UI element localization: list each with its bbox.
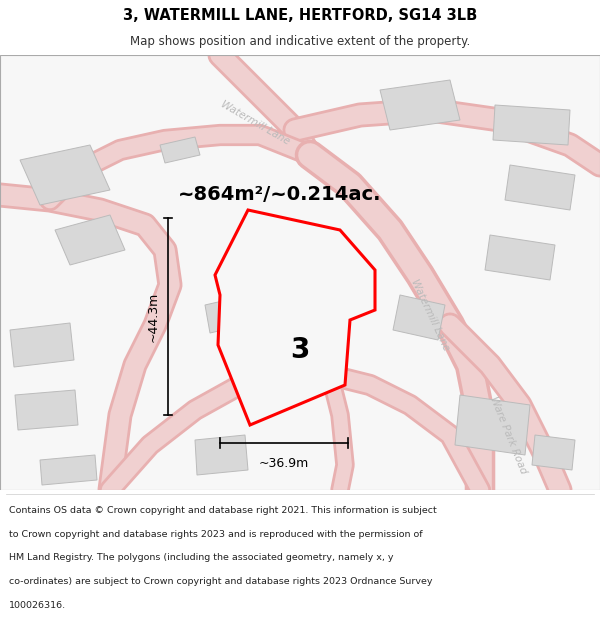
Polygon shape [15, 390, 78, 430]
Polygon shape [195, 435, 248, 475]
Text: Map shows position and indicative extent of the property.: Map shows position and indicative extent… [130, 35, 470, 48]
Text: 3: 3 [290, 336, 310, 364]
Text: Watermill Lane: Watermill Lane [409, 278, 451, 352]
Text: Watermill Lane: Watermill Lane [219, 99, 291, 147]
Polygon shape [532, 435, 575, 470]
Polygon shape [380, 80, 460, 130]
Text: ~864m²/~0.214ac.: ~864m²/~0.214ac. [178, 186, 382, 204]
Text: to Crown copyright and database rights 2023 and is reproduced with the permissio: to Crown copyright and database rights 2… [9, 530, 422, 539]
Polygon shape [160, 137, 200, 163]
Polygon shape [215, 210, 375, 425]
Text: HM Land Registry. The polygons (including the associated geometry, namely x, y: HM Land Registry. The polygons (includin… [9, 554, 394, 562]
Text: 100026316.: 100026316. [9, 601, 66, 610]
Text: co-ordinates) are subject to Crown copyright and database rights 2023 Ordnance S: co-ordinates) are subject to Crown copyr… [9, 577, 433, 586]
Polygon shape [493, 105, 570, 145]
Text: ~44.3m: ~44.3m [147, 291, 160, 342]
Polygon shape [205, 297, 245, 333]
Text: 3, WATERMILL LANE, HERTFORD, SG14 3LB: 3, WATERMILL LANE, HERTFORD, SG14 3LB [123, 8, 477, 23]
Polygon shape [393, 295, 445, 340]
Polygon shape [40, 455, 97, 485]
Polygon shape [265, 350, 315, 385]
Polygon shape [455, 395, 530, 455]
Polygon shape [270, 240, 345, 295]
Polygon shape [55, 215, 125, 265]
Polygon shape [10, 323, 74, 367]
Polygon shape [485, 235, 555, 280]
Text: ~36.9m: ~36.9m [259, 457, 309, 470]
Text: Ware Park Road: Ware Park Road [488, 395, 528, 475]
Polygon shape [505, 165, 575, 210]
Polygon shape [20, 145, 110, 205]
Text: Contains OS data © Crown copyright and database right 2021. This information is : Contains OS data © Crown copyright and d… [9, 506, 437, 515]
